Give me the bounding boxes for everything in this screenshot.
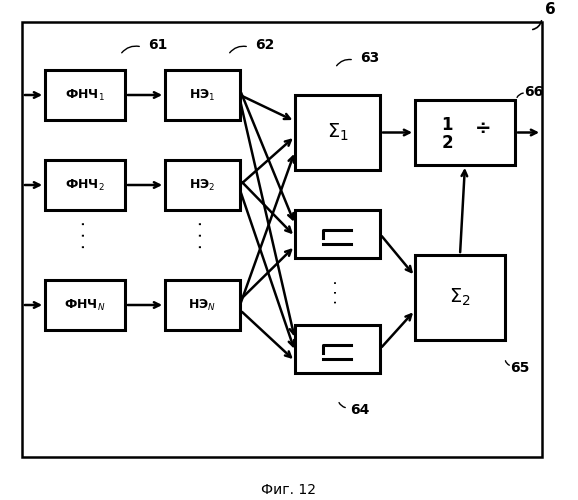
Text: 66: 66 [524, 85, 543, 99]
Bar [295, 210, 380, 258]
Text: 62: 62 [255, 38, 275, 52]
Bar [415, 255, 505, 340]
Bar [165, 160, 240, 210]
Bar [165, 70, 240, 120]
Text: 2: 2 [441, 134, 453, 152]
Text: $\Sigma_1$: $\Sigma_1$ [327, 122, 349, 143]
Text: НЭ$_1$: НЭ$_1$ [189, 88, 216, 102]
Bar [45, 280, 125, 330]
Bar [45, 70, 125, 120]
Text: ÷: ÷ [475, 119, 491, 138]
Text: 65: 65 [510, 361, 529, 375]
Text: ФНЧ$_1$: ФНЧ$_1$ [65, 88, 105, 102]
Text: · · ·: · · · [194, 220, 212, 250]
Text: 61: 61 [148, 38, 168, 52]
Text: ФНЧ$_2$: ФНЧ$_2$ [65, 178, 105, 192]
Bar [415, 100, 515, 165]
Text: НЭ$_N$: НЭ$_N$ [188, 298, 217, 312]
Text: Фиг. 12: Фиг. 12 [261, 483, 317, 497]
Bar [22, 22, 542, 457]
Bar [295, 95, 380, 170]
Text: · · ·: · · · [76, 220, 94, 250]
Text: $\Sigma_2$: $\Sigma_2$ [449, 287, 471, 308]
Bar [165, 280, 240, 330]
Text: 6: 6 [544, 2, 555, 18]
Text: НЭ$_2$: НЭ$_2$ [190, 178, 216, 192]
Text: 1: 1 [441, 116, 453, 134]
Text: · · ·: · · · [330, 280, 345, 303]
Text: ФНЧ$_N$: ФНЧ$_N$ [64, 298, 106, 312]
Bar [45, 160, 125, 210]
Bar [295, 325, 380, 373]
Text: 63: 63 [360, 51, 379, 65]
Text: 64: 64 [350, 403, 369, 417]
